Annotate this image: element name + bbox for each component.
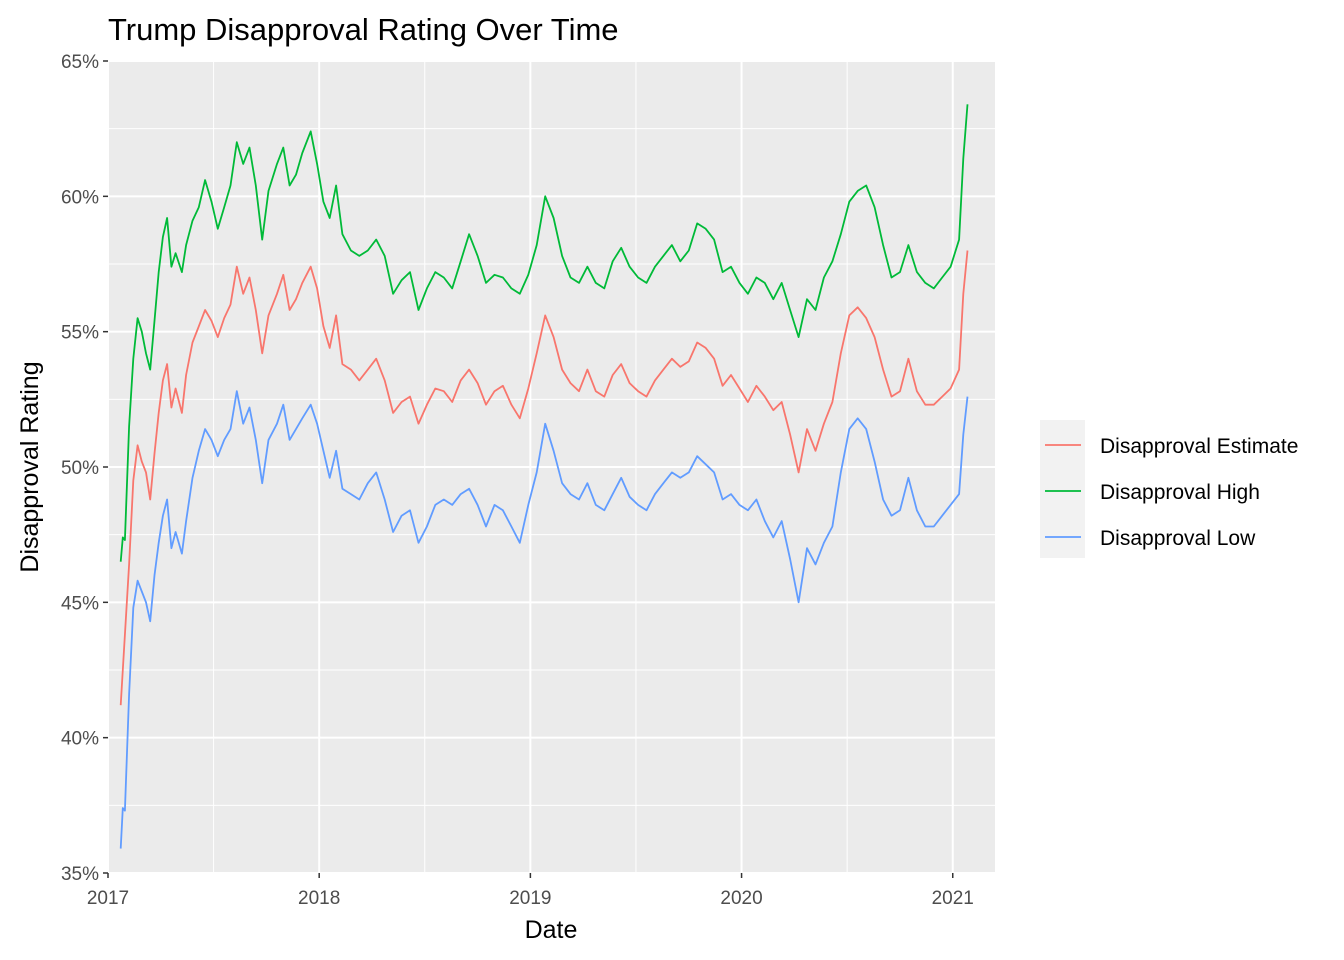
x-axis-title: Date [525,916,578,944]
legend-label-2: Disapproval Low [1100,527,1256,550]
series-lines [119,104,969,849]
x-tick-label: 2018 [298,888,340,909]
chart-title: Trump Disapproval Rating Over Time [108,12,619,47]
x-tick-label: 2017 [87,888,129,909]
y-tick-label: 65% [61,52,99,73]
y-tick-label: 40% [61,729,99,750]
x-axis: 2017 2018 2019 2020 2021 [87,873,974,909]
legend-label-0: Disapproval Estimate [1100,435,1298,458]
y-tick-label: 45% [61,593,99,614]
y-tick-label: 50% [61,458,99,479]
series-line-0 [119,250,969,706]
series-line-2 [119,390,969,849]
y-tick-label: 55% [61,323,99,344]
x-tick-label: 2019 [509,888,551,909]
y-tick-label: 35% [61,864,99,885]
series-line-1 [119,104,969,562]
legend-background [1040,420,1085,558]
x-tick-label: 2020 [720,888,762,909]
legend: Disapproval Estimate Disapproval High Disa… [1040,420,1298,558]
x-tick-label: 2021 [932,888,974,909]
legend-label-1: Disapproval High [1100,481,1260,504]
y-tick-label: 60% [61,187,99,208]
y-axis: 35% 40% 45% 50% 55% 60% 65% [61,52,108,885]
y-axis-title: Disapproval Rating [16,361,44,572]
